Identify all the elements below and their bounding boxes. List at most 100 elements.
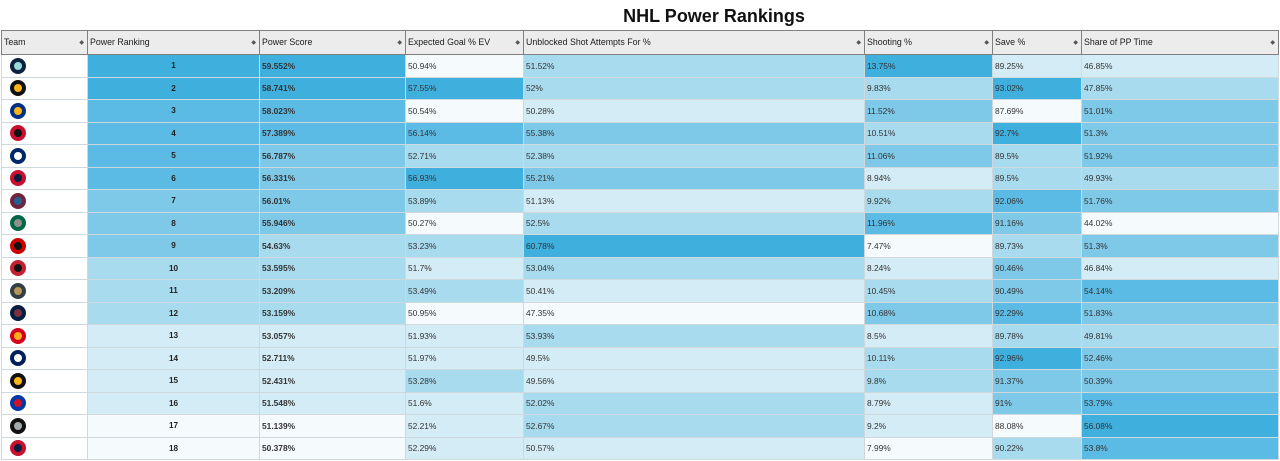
save-cell: 89.78% [992,324,1082,348]
save-cell: 89.5% [992,144,1082,168]
shooting-cell: 11.06% [864,144,993,168]
pp-share-cell: 52.46% [1081,346,1279,370]
power-score-cell: 54.63% [259,234,406,258]
table-row: 9 54.63% 53.23% 60.78% 7.47% 89.73% 51.3% [1,234,1279,258]
flames-logo-icon [10,327,26,344]
team-cell [1,391,88,415]
power-ranking-cell: 15 [87,369,260,393]
panthers-logo-icon [10,170,26,187]
power-ranking-cell: 4 [87,121,260,145]
pp-share-cell: 49.93% [1081,166,1279,190]
penguins-logo-icon [10,372,26,389]
pp-share-cell: 44.02% [1081,211,1279,235]
power-ranking-cell: 9 [87,234,260,258]
shooting-cell: 11.96% [864,211,993,235]
sort-arrows-icon[interactable]: ◆ [79,40,84,46]
pp-share-cell: 51.3% [1081,121,1279,145]
save-cell: 92.06% [992,189,1082,213]
team-cell [1,144,88,168]
column-header-shooting[interactable]: Shooting % ◆ [864,30,993,55]
shooting-cell: 8.5% [864,324,993,348]
unblocked-shots-cell: 52.67% [523,414,865,438]
power-ranking-cell: 10 [87,256,260,280]
save-cell: 87.69% [992,99,1082,123]
table-row: 3 58.023% 50.54% 50.28% 11.52% 87.69% 51.01% [1,99,1279,123]
unblocked-shots-cell: 52.38% [523,144,865,168]
pp-share-cell: 56.08% [1081,414,1279,438]
team-cell [1,346,88,370]
power-ranking-cell: 5 [87,144,260,168]
sort-arrows-icon[interactable]: ◆ [397,40,402,46]
column-header-pp-share[interactable]: Share of PP Time ◆ [1081,30,1279,55]
unblocked-shots-cell: 49.56% [523,369,865,393]
pp-share-cell: 51.92% [1081,144,1279,168]
unblocked-shots-cell: 53.04% [523,256,865,280]
pp-share-cell: 49.81% [1081,324,1279,348]
kings-logo-icon [10,417,26,434]
shooting-cell: 9.83% [864,76,993,100]
sort-arrows-icon[interactable]: ◆ [251,40,256,46]
column-header-team[interactable]: Team ◆ [1,30,88,55]
page-title: NHL Power Rankings [623,6,805,26]
shooting-cell: 10.68% [864,301,993,325]
expected-goal-cell: 51.97% [405,346,524,370]
sort-arrows-icon[interactable]: ◆ [515,40,520,46]
sort-arrows-icon[interactable]: ◆ [984,40,989,46]
team-cell [1,234,88,258]
power-score-cell: 59.552% [259,54,406,78]
table-row: 17 51.139% 52.21% 52.67% 9.2% 88.08% 56.08% [1,414,1279,438]
column-header-unblocked-shots[interactable]: Unblocked Shot Attempts For % ◆ [523,30,865,55]
power-score-cell: 53.057% [259,324,406,348]
power-score-cell: 52.431% [259,369,406,393]
header-row: Team ◆ Power Ranking ◆ Power Score ◆ Expect… [1,30,1279,55]
unblocked-shots-cell: 55.21% [523,166,865,190]
power-score-cell: 51.139% [259,414,406,438]
unblocked-shots-cell: 52% [523,76,865,100]
sort-arrows-icon[interactable]: ◆ [856,40,861,46]
table-body: 1 59.552% 50.94% 51.52% 13.75% 89.25% 46.85% 2 5… [1,54,1279,460]
save-cell: 90.49% [992,279,1082,303]
power-ranking-cell: 11 [87,279,260,303]
team-cell [1,301,88,325]
senators-logo-icon [10,260,26,277]
expected-goal-cell: 51.6% [405,391,524,415]
save-cell: 92.96% [992,346,1082,370]
save-cell: 91% [992,391,1082,415]
unblocked-shots-cell: 52.02% [523,391,865,415]
pp-share-cell: 53.8% [1081,436,1279,460]
pp-share-cell: 54.14% [1081,279,1279,303]
power-score-cell: 56.01% [259,189,406,213]
team-cell [1,166,88,190]
pp-share-cell: 53.79% [1081,391,1279,415]
team-cell [1,324,88,348]
hurricanes-logo-icon [10,237,26,254]
sort-arrows-icon[interactable]: ◆ [1270,40,1275,46]
expected-goal-cell: 53.28% [405,369,524,393]
power-score-cell: 53.595% [259,256,406,280]
column-header-save[interactable]: Save % ◆ [992,30,1082,55]
pp-share-cell: 51.83% [1081,301,1279,325]
pp-share-cell: 51.01% [1081,99,1279,123]
team-cell [1,279,88,303]
table-row: 1 59.552% 50.94% 51.52% 13.75% 89.25% 46.85% [1,54,1279,78]
column-header-power-ranking[interactable]: Power Ranking ◆ [87,30,260,55]
rankings-table: Team ◆ Power Ranking ◆ Power Score ◆ Expect… [1,30,1279,460]
expected-goal-cell: 57.55% [405,76,524,100]
sabres-logo-icon [10,102,26,119]
power-score-cell: 51.548% [259,391,406,415]
column-header-power-score[interactable]: Power Score ◆ [259,30,406,55]
expected-goal-cell: 53.49% [405,279,524,303]
sort-arrows-icon[interactable]: ◆ [1073,40,1078,46]
power-ranking-cell: 13 [87,324,260,348]
save-cell: 89.5% [992,166,1082,190]
table-row: 13 53.057% 51.93% 53.93% 8.5% 89.78% 49.81% [1,324,1279,348]
save-cell: 92.7% [992,121,1082,145]
power-score-cell: 58.741% [259,76,406,100]
save-cell: 89.73% [992,234,1082,258]
column-header-expected-goal[interactable]: Expected Goal % EV ◆ [405,30,524,55]
capitals-logo-icon [10,440,26,457]
power-ranking-cell: 17 [87,414,260,438]
unblocked-shots-cell: 50.41% [523,279,865,303]
power-score-cell: 56.787% [259,144,406,168]
table-row: 6 56.331% 56.93% 55.21% 8.94% 89.5% 49.93% [1,166,1279,190]
